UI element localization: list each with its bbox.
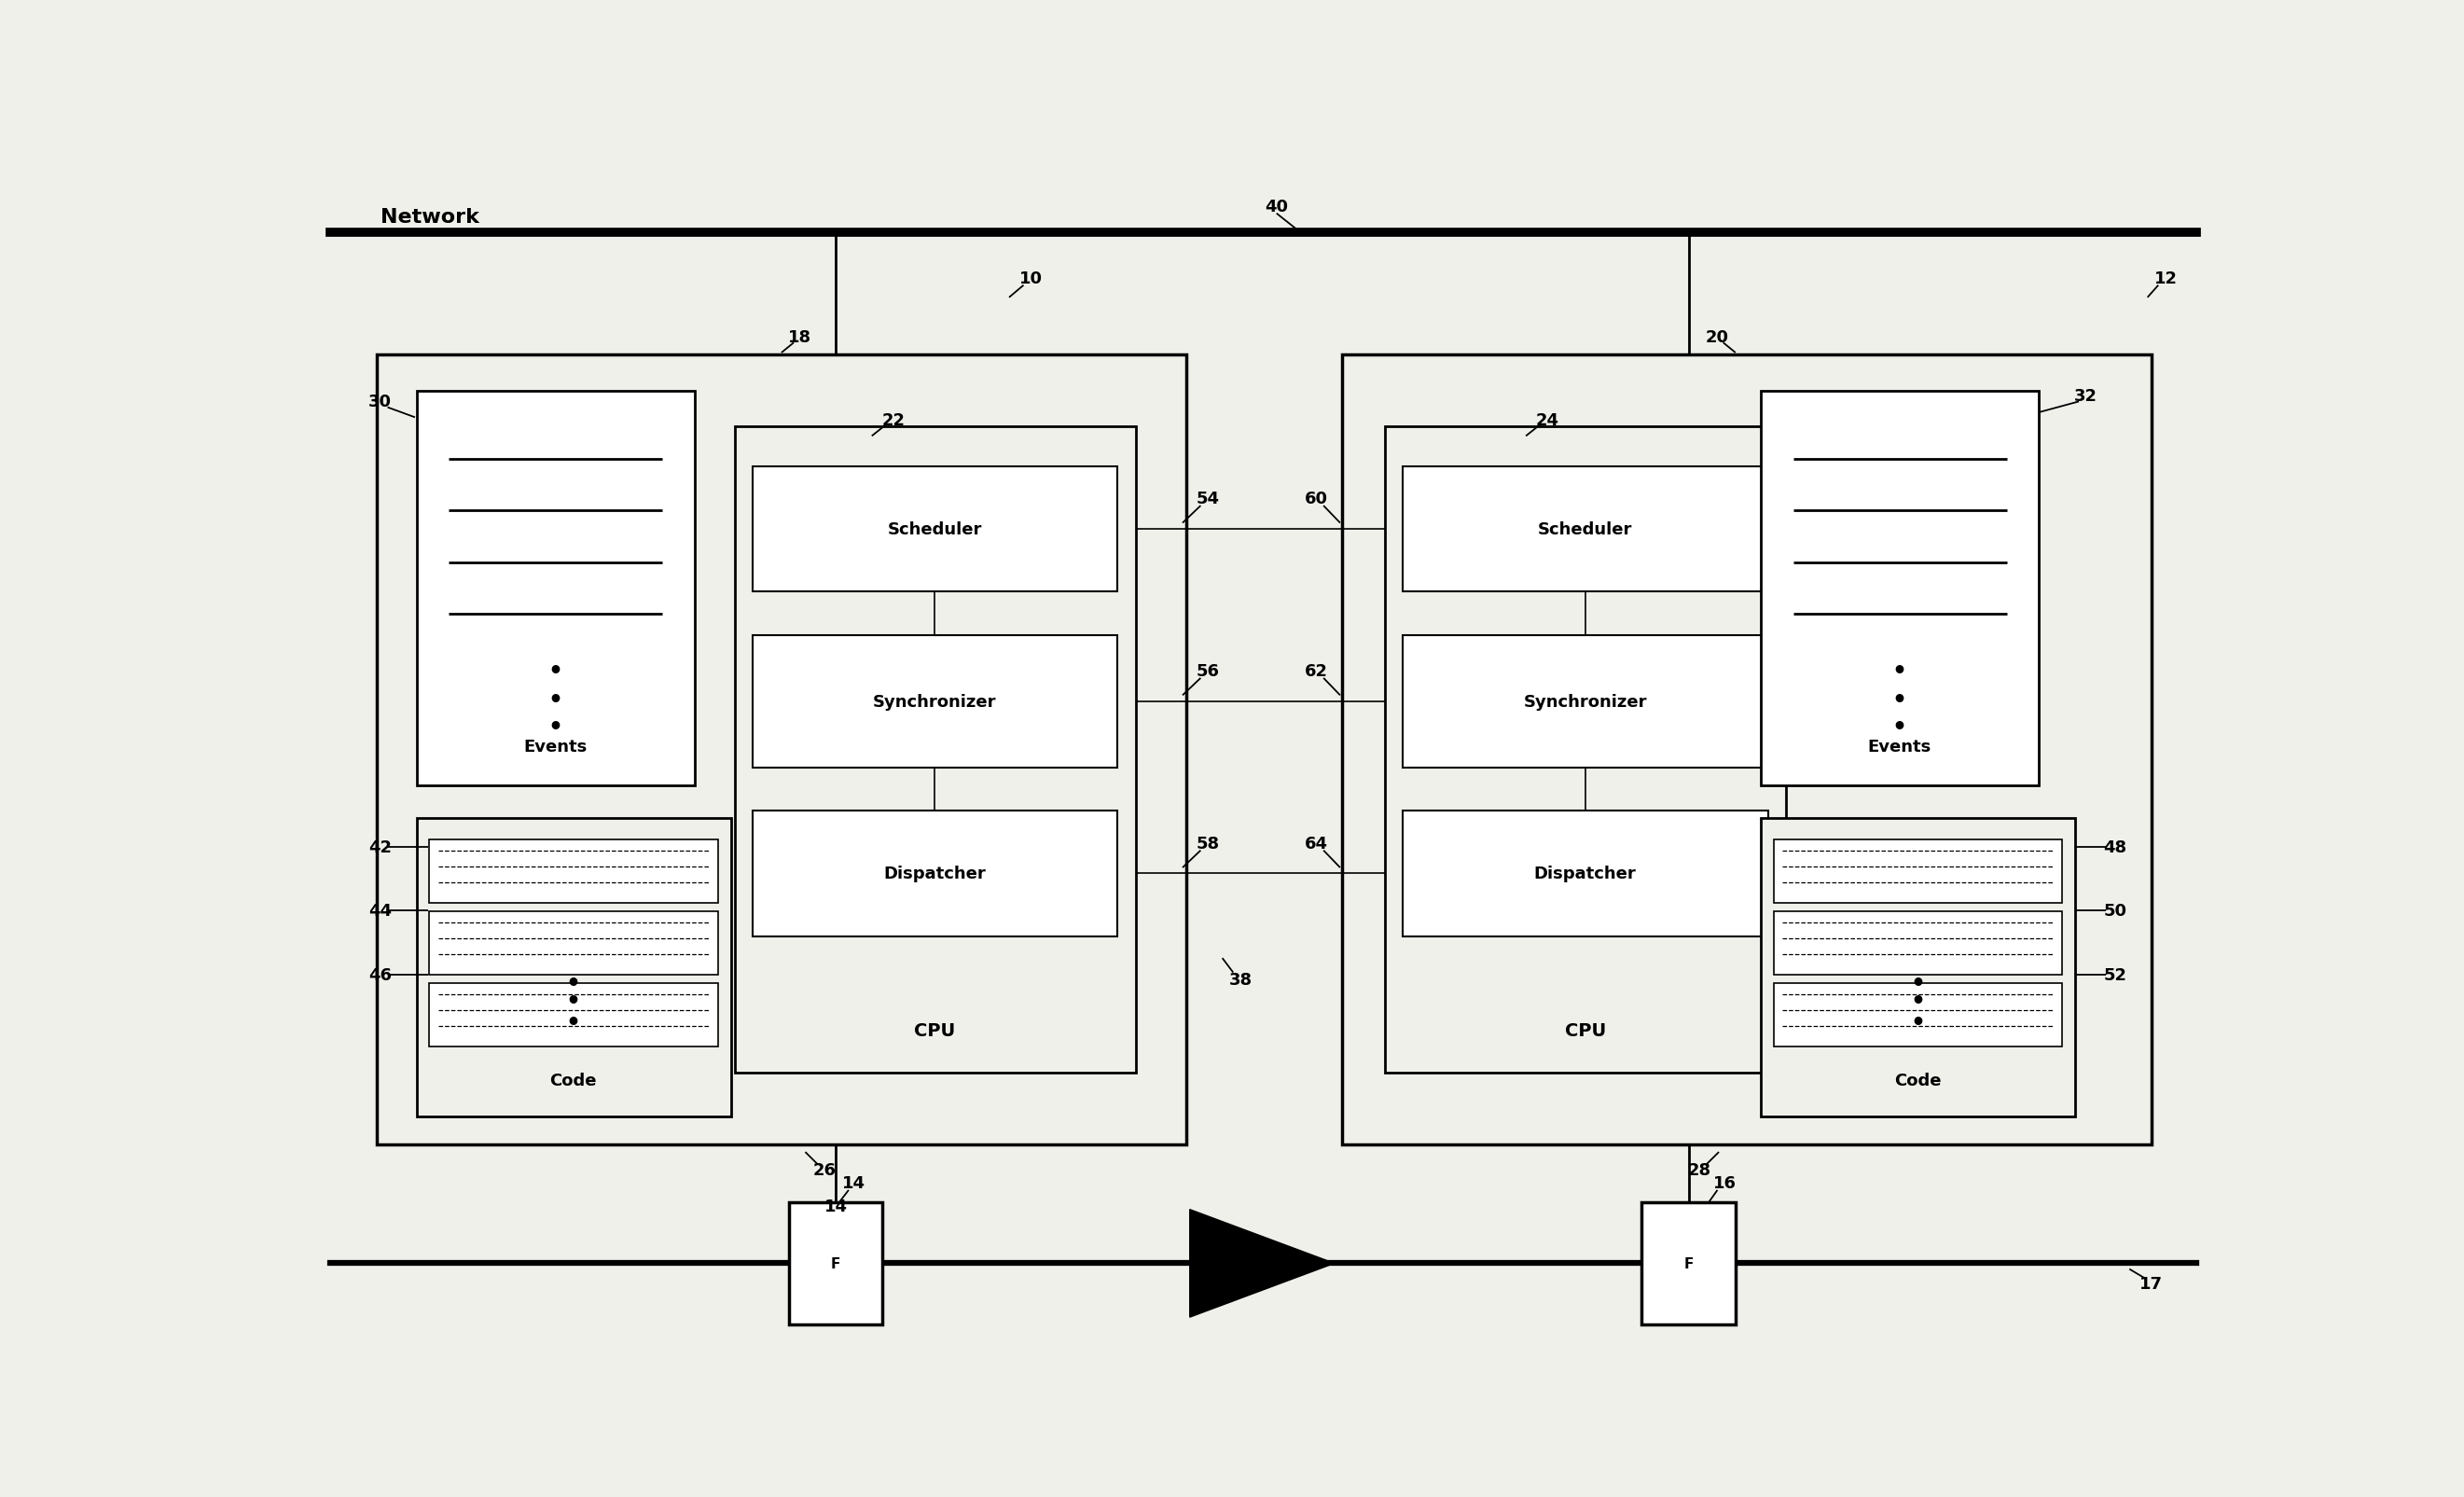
- Text: 28: 28: [1688, 1162, 1710, 1178]
- FancyBboxPatch shape: [788, 1202, 882, 1325]
- Text: F: F: [1683, 1256, 1693, 1271]
- Text: 18: 18: [788, 329, 811, 346]
- Text: 46: 46: [370, 967, 392, 984]
- Text: 52: 52: [2104, 967, 2126, 984]
- FancyBboxPatch shape: [416, 819, 732, 1117]
- FancyBboxPatch shape: [1402, 467, 1769, 593]
- Text: 64: 64: [1303, 835, 1328, 852]
- Text: 14: 14: [823, 1198, 848, 1214]
- Text: •: •: [567, 1012, 582, 1034]
- Text: •: •: [1892, 660, 1907, 683]
- Text: 48: 48: [2104, 838, 2126, 855]
- Text: 17: 17: [2139, 1275, 2163, 1292]
- FancyBboxPatch shape: [1762, 391, 2040, 786]
- Text: 10: 10: [1020, 271, 1042, 287]
- Text: •: •: [1910, 991, 1924, 1012]
- Text: 44: 44: [370, 901, 392, 919]
- Text: 50: 50: [2104, 901, 2126, 919]
- FancyBboxPatch shape: [1340, 355, 2151, 1145]
- FancyBboxPatch shape: [1402, 811, 1769, 937]
- Polygon shape: [1190, 1210, 1335, 1317]
- Text: 14: 14: [843, 1175, 865, 1192]
- Text: •: •: [1910, 1012, 1924, 1034]
- Text: 54: 54: [1195, 491, 1220, 507]
- Text: 12: 12: [2154, 271, 2178, 287]
- Text: •: •: [547, 716, 562, 738]
- Text: •: •: [567, 973, 582, 994]
- Text: •: •: [567, 991, 582, 1012]
- FancyBboxPatch shape: [1762, 819, 2075, 1117]
- Text: Network: Network: [379, 208, 478, 226]
- FancyBboxPatch shape: [1774, 840, 2062, 903]
- Text: Dispatcher: Dispatcher: [885, 865, 986, 882]
- FancyBboxPatch shape: [1385, 427, 1786, 1073]
- Text: 30: 30: [370, 394, 392, 410]
- FancyBboxPatch shape: [1641, 1202, 1735, 1325]
- FancyBboxPatch shape: [1774, 984, 2062, 1046]
- Text: •: •: [547, 689, 562, 711]
- FancyBboxPatch shape: [429, 840, 717, 903]
- Text: 26: 26: [813, 1162, 835, 1178]
- FancyBboxPatch shape: [752, 811, 1119, 937]
- Text: Synchronizer: Synchronizer: [1523, 693, 1646, 710]
- Text: 40: 40: [1264, 199, 1289, 216]
- Text: 56: 56: [1195, 663, 1220, 680]
- Text: CPU: CPU: [914, 1021, 956, 1039]
- FancyBboxPatch shape: [752, 635, 1119, 768]
- FancyBboxPatch shape: [429, 984, 717, 1046]
- Text: 62: 62: [1303, 663, 1328, 680]
- FancyBboxPatch shape: [734, 427, 1136, 1073]
- Text: Synchronizer: Synchronizer: [872, 693, 995, 710]
- Text: •: •: [1892, 689, 1907, 711]
- FancyBboxPatch shape: [752, 467, 1119, 593]
- FancyBboxPatch shape: [1402, 635, 1769, 768]
- Text: 60: 60: [1303, 491, 1328, 507]
- Text: Events: Events: [522, 738, 586, 754]
- Text: 58: 58: [1195, 835, 1220, 852]
- Text: •: •: [1892, 716, 1907, 738]
- Text: 22: 22: [882, 412, 904, 428]
- Text: 32: 32: [2075, 388, 2097, 404]
- Text: •: •: [547, 660, 562, 683]
- Text: 38: 38: [1230, 972, 1252, 988]
- Text: Code: Code: [1895, 1072, 1942, 1088]
- FancyBboxPatch shape: [377, 355, 1185, 1145]
- Text: Code: Code: [549, 1072, 596, 1088]
- Text: 20: 20: [1705, 329, 1730, 346]
- FancyBboxPatch shape: [416, 391, 695, 786]
- Text: Events: Events: [1868, 738, 1932, 754]
- Text: 16: 16: [1712, 1175, 1737, 1192]
- Text: Dispatcher: Dispatcher: [1535, 865, 1636, 882]
- Text: F: F: [830, 1256, 840, 1271]
- FancyBboxPatch shape: [1774, 912, 2062, 975]
- Text: •: •: [1910, 973, 1924, 994]
- Text: 42: 42: [370, 838, 392, 855]
- Text: Scheduler: Scheduler: [887, 521, 983, 537]
- Text: CPU: CPU: [1565, 1021, 1607, 1039]
- Text: 24: 24: [1535, 412, 1560, 428]
- FancyBboxPatch shape: [429, 912, 717, 975]
- Text: Scheduler: Scheduler: [1538, 521, 1634, 537]
